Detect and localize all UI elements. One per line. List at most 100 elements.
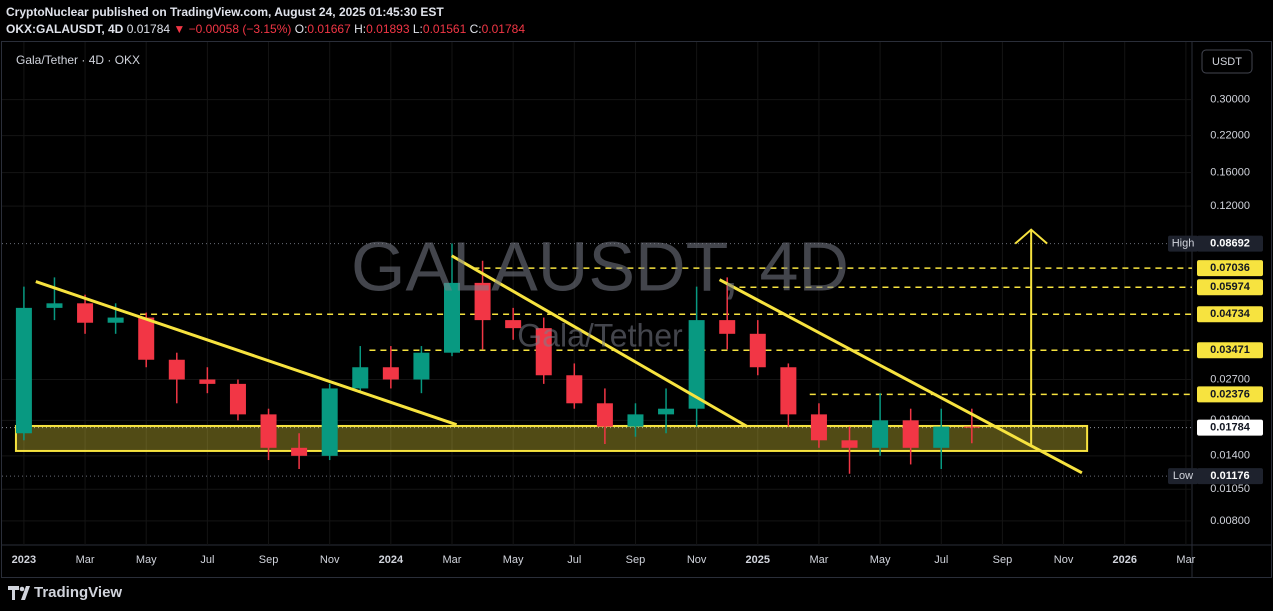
candle-body [77,303,94,323]
candle-body [658,408,675,415]
symbol-line: OKX:GALAUSDT, 4D 0.01784 ▼ −0.00058 (−3.… [6,21,525,38]
x-tick-label: Mar [76,554,95,566]
y-tick-label: 0.01050 [1210,483,1250,495]
candle-body [566,375,583,404]
ohlc-low-label: L: [412,22,423,36]
watermark: GALAUSDT, 4D [351,227,849,305]
pane-border [1,41,1272,578]
y-tick-label: 0.00800 [1210,515,1250,527]
candle-body [382,367,399,380]
header: CryptoNuclear published on TradingView.c… [6,4,525,38]
x-tick-label: 2025 [746,554,770,566]
currency-button[interactable] [1201,49,1253,74]
ohlc-open: 0.01667 [307,22,351,36]
support-zone [14,424,1089,452]
candle-body [474,282,491,321]
candle-body [46,303,63,308]
candle-body [505,320,522,329]
extreme-tag: High [1172,238,1195,250]
extreme-tag: Low [1173,470,1193,482]
level-badge: 0.04734 [1210,308,1251,320]
brand: TradingView [34,584,122,601]
last-price-badge-bg [1197,419,1263,436]
candle-body [199,379,216,384]
level-badge: 0.02376 [1210,388,1250,400]
last-price: 0.01784 [126,22,171,36]
x-tick-label: Mar [809,554,828,566]
candle-body [413,352,430,380]
candle-body [444,282,460,353]
x-tick-label: 2024 [379,554,404,566]
x-tick-label: 2023 [12,554,36,566]
y-tick-label: 0.01400 [1210,450,1250,462]
publisher-line: CryptoNuclear published on TradingView.c… [6,4,525,21]
extreme-badge-bg [1197,235,1263,252]
currency[interactable]: USDT [1212,56,1242,68]
candle-body [321,388,338,456]
x-tick-label: May [503,554,524,566]
x-tick-label: Jul [567,554,581,566]
watermark-sub: Gala/Tether [517,317,683,353]
x-tick-label: May [136,554,157,566]
y-tick-label: 0.22000 [1210,130,1250,142]
candle-body [902,420,919,448]
level-badge: 0.05974 [1210,281,1251,293]
x-tick-label: Nov [320,554,340,566]
candle-body [352,367,369,389]
x-tick-label: Mar [443,554,462,566]
y-tick-label: 0.02700 [1210,373,1250,385]
x-tick-label: Nov [1054,554,1074,566]
trendline [718,278,1083,475]
candle-body [138,317,155,360]
ohlc-high-label: H: [354,22,367,36]
candle-body [535,328,552,376]
ohlc-low: 0.01561 [422,22,467,36]
y-tick-label: 0.30000 [1210,94,1250,106]
level-badge: 0.03471 [1210,344,1250,356]
candle-body [229,383,246,415]
level-badge-bg [1197,260,1263,277]
level-badge-bg [1197,306,1263,323]
extreme-badge: 0.08692 [1210,238,1250,250]
candle-body [260,414,277,448]
candle-body [872,420,889,448]
x-tick-label: Jul [934,554,948,566]
y-tick-label: 0.16000 [1210,167,1250,179]
x-tick-label: Sep [993,554,1013,566]
extreme-tag-bg [1168,235,1198,252]
candle-body [933,426,950,448]
candle-body [963,426,980,428]
target-arrow-head [1014,228,1048,245]
candle-body [168,359,185,380]
candle-body [15,307,32,434]
candle-body [749,333,766,368]
x-tick-label: Sep [626,554,646,566]
symbol: OKX:GALAUSDT, 4D [6,22,124,36]
x-tick-label: Sep [259,554,279,566]
candle-body [841,440,858,448]
level-badge-bg [1197,342,1263,359]
ohlc-open-label: O: [294,22,308,36]
change: ▼ −0.00058 (−3.15%) [173,22,292,36]
publisher: CryptoNuclear published on TradingView.c… [6,5,444,19]
ohlc-close-label: C: [469,22,482,36]
candle-body [291,447,308,456]
x-tick-label: Nov [687,554,707,566]
y-tick-label: 0.12000 [1210,200,1250,212]
candle-body [780,367,797,415]
level-badge-bg [1197,279,1263,296]
x-tick-label: May [870,554,891,566]
last-price-badge: 0.01784 [1210,422,1251,434]
level-badge-bg [1197,386,1263,403]
legend: Gala/Tether · 4D · OKX [16,53,140,67]
level-badge: 0.07036 [1210,262,1250,274]
candle-body [627,414,644,427]
trendline [35,280,458,427]
candle-body [719,320,736,334]
x-tick-label: 2026 [1112,554,1136,566]
extreme-badge: 0.01176 [1210,470,1249,482]
ohlc-high: 0.01893 [366,22,410,36]
candle-body [107,317,124,323]
